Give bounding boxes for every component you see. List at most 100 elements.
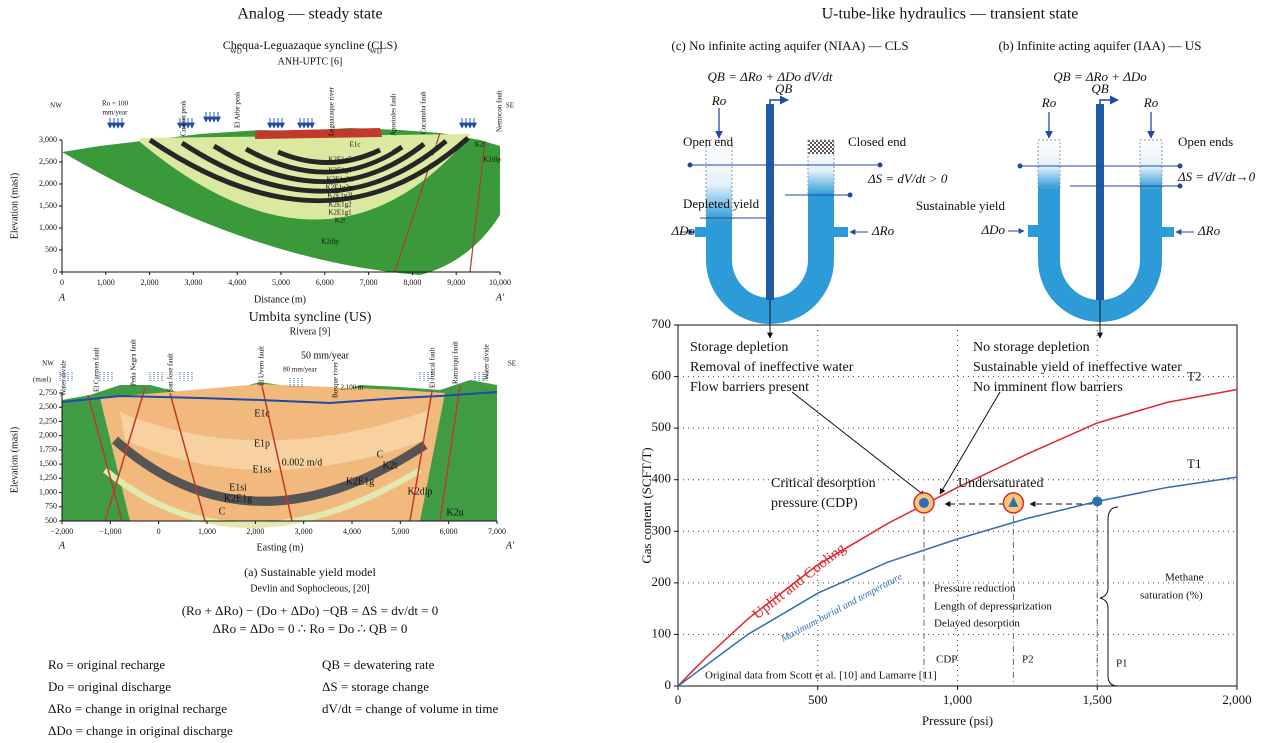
x-tick-label: 2,000 bbox=[141, 278, 159, 287]
geo-label: Peña Negra fault bbox=[130, 339, 138, 386]
section-source: ANH-UPTC [6] bbox=[278, 56, 343, 67]
geo-label: Ramiriquí fault bbox=[452, 341, 460, 384]
y-tick-label: 2,000 bbox=[39, 179, 57, 188]
geo-label: 50 mm/year bbox=[301, 350, 350, 361]
geo-label: K2E1g5 bbox=[328, 156, 352, 164]
u-tube bbox=[766, 104, 774, 300]
geo-label: K2u bbox=[446, 507, 463, 518]
chart: 05001,0001,5002,000010020030040050060070… bbox=[639, 316, 1252, 728]
x-tick-label: 5,000 bbox=[391, 527, 409, 536]
y-tick-label: 600 bbox=[652, 368, 672, 383]
equation: ΔRo = ΔDo = 0 ∴ Ro = Do ∴ QB = 0 bbox=[213, 621, 408, 636]
axis-title: Distance (m) bbox=[254, 294, 306, 305]
tube-label: Sustainable yield bbox=[916, 198, 1006, 213]
u-tube bbox=[1140, 140, 1162, 188]
legend-label: T2 bbox=[1187, 368, 1201, 383]
geo-label: E1p bbox=[254, 438, 270, 449]
axis-unit: (masl) bbox=[33, 376, 52, 384]
panel-title: (b) Infinite acting aquifer (IAA) — US bbox=[999, 38, 1202, 53]
geo-label: El Juncal fault bbox=[429, 348, 437, 388]
geo-label: E1c bbox=[254, 408, 270, 419]
x-tick-label: 1,500 bbox=[1083, 692, 1112, 707]
tube-label: ΔS = dV/dt→0 bbox=[1177, 169, 1256, 184]
u-tube bbox=[1038, 140, 1060, 188]
tube-label: Closed end bbox=[848, 134, 907, 149]
geo-label: K2E1g3l bbox=[327, 192, 352, 200]
x-tick-label: 7,000 bbox=[360, 278, 378, 287]
annotation: Pressure reduction bbox=[934, 583, 1016, 595]
x-tick-label: 0 bbox=[157, 527, 161, 536]
geo-label: K2dlp bbox=[408, 486, 433, 497]
section-title: Umbita syncline (US) bbox=[249, 310, 372, 325]
x-tick-label: −2,000 bbox=[51, 527, 74, 536]
y-tick-label: 300 bbox=[652, 522, 672, 537]
definition: QB = dewatering rate bbox=[322, 657, 435, 672]
heading: U-tube-like hydraulics — transient state bbox=[822, 6, 1079, 23]
y-tick-label: 1,750 bbox=[39, 445, 57, 454]
geo-label: Leguazaque river bbox=[328, 87, 336, 136]
annotation: No imminent flow barriers bbox=[973, 380, 1123, 395]
geo-label: San Jose fault bbox=[167, 353, 175, 392]
tube-label: Depleted yield bbox=[683, 196, 760, 211]
u-tube bbox=[1178, 164, 1183, 169]
x-tick-label: 4,000 bbox=[228, 278, 246, 287]
x-tick-label: 6,000 bbox=[440, 527, 458, 536]
direction: NW bbox=[42, 360, 54, 368]
geo-label: E1si bbox=[229, 482, 247, 493]
x-tick-label: −1,000 bbox=[99, 527, 122, 536]
section-end: A bbox=[58, 540, 66, 551]
tube-label: ΔDo bbox=[980, 222, 1005, 237]
geo-label: K2t bbox=[475, 141, 486, 149]
axis-title: Elevation (masl) bbox=[9, 427, 20, 493]
y-tick-label: 2,250 bbox=[39, 416, 57, 425]
geo-label: El Carmen fault bbox=[93, 347, 101, 392]
annotation: Original data from Scott et al. [10] and… bbox=[705, 670, 937, 682]
y-tick-label: 1,500 bbox=[39, 459, 57, 468]
geo-label: K2E1g bbox=[346, 476, 374, 487]
geo-label: Cucunuba fault bbox=[420, 91, 428, 134]
annotation: saturation (%) bbox=[1140, 590, 1203, 602]
geo-label: 0.002 m/d bbox=[282, 457, 323, 468]
x-tick-label: 3,000 bbox=[295, 527, 313, 536]
geo-label: Water divide bbox=[60, 360, 68, 396]
geo-label: 2,100 m bbox=[341, 384, 365, 392]
annotation: P1 bbox=[1116, 658, 1128, 670]
geo-label: Ro = 100 bbox=[102, 100, 129, 108]
y-tick-label: 0 bbox=[53, 267, 57, 276]
direction: NW bbox=[50, 102, 62, 110]
u-tube bbox=[1178, 184, 1183, 189]
geo-label: K2E1g2 bbox=[328, 201, 352, 209]
geo-label: Bosque river bbox=[332, 361, 340, 398]
x-tick-label: 2,000 bbox=[1222, 692, 1251, 707]
geo-label: K2E1g1 bbox=[328, 209, 352, 217]
y-tick-label: 1,500 bbox=[39, 201, 57, 210]
y-tick-label: 3,000 bbox=[39, 135, 57, 144]
series-line bbox=[678, 389, 1237, 686]
tube-label: ΔDo bbox=[670, 223, 695, 238]
tube-label: Ro bbox=[1041, 95, 1057, 110]
geo-label: K2t bbox=[335, 217, 346, 225]
u-tube bbox=[834, 227, 848, 237]
x-tick-label: 0 bbox=[60, 278, 64, 287]
geo-label: mm/year bbox=[103, 109, 129, 117]
u-tube bbox=[688, 163, 693, 168]
section-end: A bbox=[58, 292, 66, 303]
caption: (a) Sustainable yield model bbox=[244, 565, 376, 579]
u-tube bbox=[808, 140, 834, 154]
u-tube bbox=[1100, 100, 1118, 104]
definition: ΔDo = change in original discharge bbox=[48, 723, 233, 738]
us-section bbox=[62, 380, 497, 525]
annotation: Flow barriers present bbox=[690, 380, 809, 395]
axis-title: Elevation (masl) bbox=[9, 173, 20, 239]
u-tube bbox=[878, 163, 883, 168]
geo-label: E1ss bbox=[253, 464, 272, 475]
definition: Do = original discharge bbox=[48, 679, 171, 694]
geo-label: Nemocon fault bbox=[496, 90, 504, 132]
equation: (Ro + ΔRo) − (Do + ΔDo) −QB = ΔS = dv/dt… bbox=[182, 603, 439, 618]
tube-label: ΔRo bbox=[1197, 223, 1221, 238]
section-end: A′ bbox=[505, 540, 515, 551]
geo-label: Water divide bbox=[483, 344, 491, 380]
y-axis-title: Gas content (SCFT/T) bbox=[639, 447, 654, 563]
u-tube bbox=[695, 227, 706, 237]
y-tick-label: 1,000 bbox=[39, 487, 57, 496]
